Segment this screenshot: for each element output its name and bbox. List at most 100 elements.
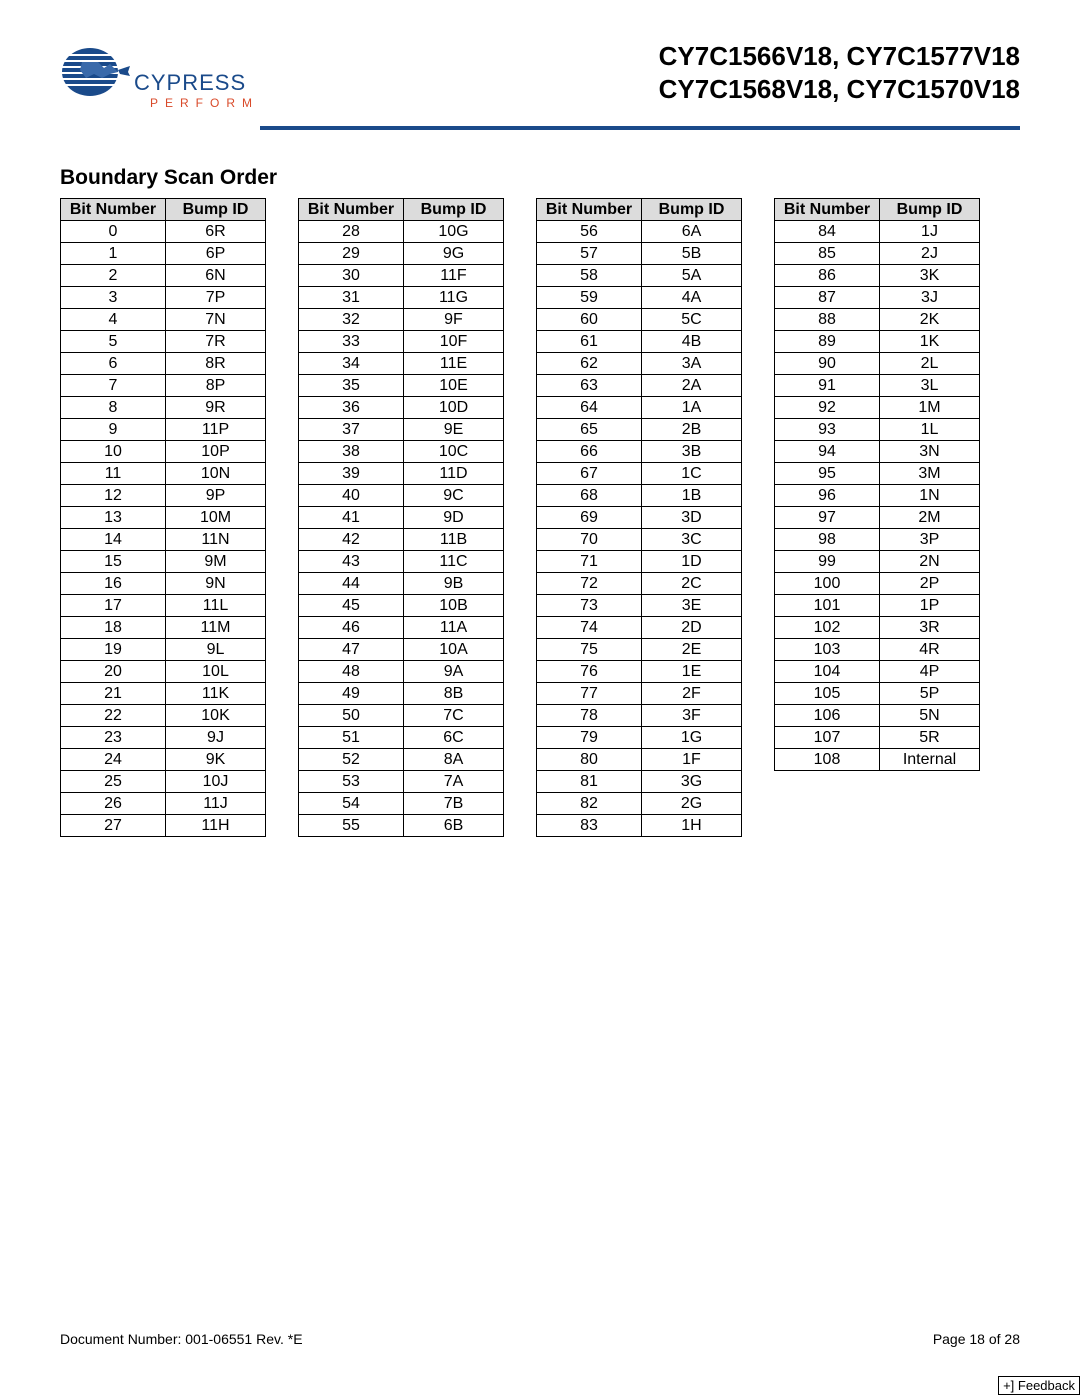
table-row: 632A [537,375,742,397]
table-row: 961N [775,485,980,507]
table-row: 3610D [299,397,504,419]
cell-bit: 39 [299,463,404,485]
table-row: 813G [537,771,742,793]
cell-bump: 1L [880,419,980,441]
table-row: 891K [775,331,980,353]
cell-bit: 5 [61,331,166,353]
table-row: 1310M [61,507,266,529]
cell-bump: 6N [166,265,266,287]
cell-bit: 74 [537,617,642,639]
cell-bit: 27 [61,815,166,837]
cell-bit: 85 [775,243,880,265]
cell-bit: 63 [537,375,642,397]
table-row: 863K [775,265,980,287]
cell-bit: 20 [61,661,166,683]
cell-bit: 81 [537,771,642,793]
table-row: 1110N [61,463,266,485]
col-header-bit: Bit Number [299,199,404,221]
col-header-bump: Bump ID [642,199,742,221]
col-header-bump: Bump ID [880,199,980,221]
page-number: Page 18 of 28 [933,1331,1020,1347]
table-row: 1411N [61,529,266,551]
cell-bump: 9A [404,661,504,683]
table-row: 379E [299,419,504,441]
cell-bit: 17 [61,595,166,617]
table-row: 1711L [61,595,266,617]
cell-bit: 51 [299,727,404,749]
section-title: Boundary Scan Order [60,166,1020,190]
cell-bit: 98 [775,529,880,551]
cell-bump: 11L [166,595,266,617]
cell-bit: 82 [537,793,642,815]
cell-bit: 64 [537,397,642,419]
table-row: 623A [537,353,742,375]
table-row: 1055P [775,683,980,705]
table-row: 3011F [299,265,504,287]
cell-bump: 2B [642,419,742,441]
table-row: 652B [537,419,742,441]
cell-bit: 56 [537,221,642,243]
cell-bump: 7P [166,287,266,309]
logo-tagline-text: PERFORM [150,96,259,110]
cell-bump: 2K [880,309,980,331]
table-row: 605C [537,309,742,331]
cell-bit: 88 [775,309,880,331]
cell-bump: 9E [404,419,504,441]
cell-bit: 95 [775,463,880,485]
cell-bump: 2F [642,683,742,705]
cell-bit: 32 [299,309,404,331]
table-row: 882K [775,309,980,331]
cell-bit: 19 [61,639,166,661]
table-row: 693D [537,507,742,529]
cell-bump: 1M [880,397,980,419]
cell-bump: 11N [166,529,266,551]
cell-bump: 9L [166,639,266,661]
table-row: 419D [299,507,504,529]
feedback-link[interactable]: +] Feedback [998,1376,1080,1395]
table-row: 1010P [61,441,266,463]
cell-bit: 30 [299,265,404,287]
cell-bit: 108 [775,749,880,771]
col-header-bump: Bump ID [404,199,504,221]
table-row: 671C [537,463,742,485]
table-row: 722C [537,573,742,595]
cell-bump: 9J [166,727,266,749]
table-row: 852J [775,243,980,265]
table-row: 992N [775,551,980,573]
table-row: 3911D [299,463,504,485]
cell-bump: 7B [404,793,504,815]
table-row: 3411E [299,353,504,375]
table-row: 199L [61,639,266,661]
table-row: 1075R [775,727,980,749]
cell-bit: 10 [61,441,166,463]
cell-bump: 7C [404,705,504,727]
table-row: 931L [775,419,980,441]
cell-bit: 12 [61,485,166,507]
table-row: 4211B [299,529,504,551]
cell-bit: 3 [61,287,166,309]
cell-bump: 10M [166,507,266,529]
cell-bump: 5C [642,309,742,331]
cell-bump: 1A [642,397,742,419]
cell-bit: 14 [61,529,166,551]
cell-bit: 7 [61,375,166,397]
cell-bit: 102 [775,617,880,639]
cell-bump: 4P [880,661,980,683]
cell-bit: 9 [61,419,166,441]
table-row: 2711H [61,815,266,837]
cell-bit: 4 [61,309,166,331]
table-row: 841J [775,221,980,243]
page-footer: Document Number: 001-06551 Rev. *E Page … [60,1331,1020,1347]
part-line-1: CY7C1566V18, CY7C1577V18 [659,40,1020,73]
table-row: 902L [775,353,980,375]
cell-bump: 3F [642,705,742,727]
table-row: 329F [299,309,504,331]
cell-bit: 0 [61,221,166,243]
cell-bump: 11J [166,793,266,815]
table-row: 1023R [775,617,980,639]
col-header-bit: Bit Number [61,199,166,221]
col-header-bump: Bump ID [166,199,266,221]
cell-bump: 1G [642,727,742,749]
cell-bump: 9N [166,573,266,595]
table-row: 711D [537,551,742,573]
